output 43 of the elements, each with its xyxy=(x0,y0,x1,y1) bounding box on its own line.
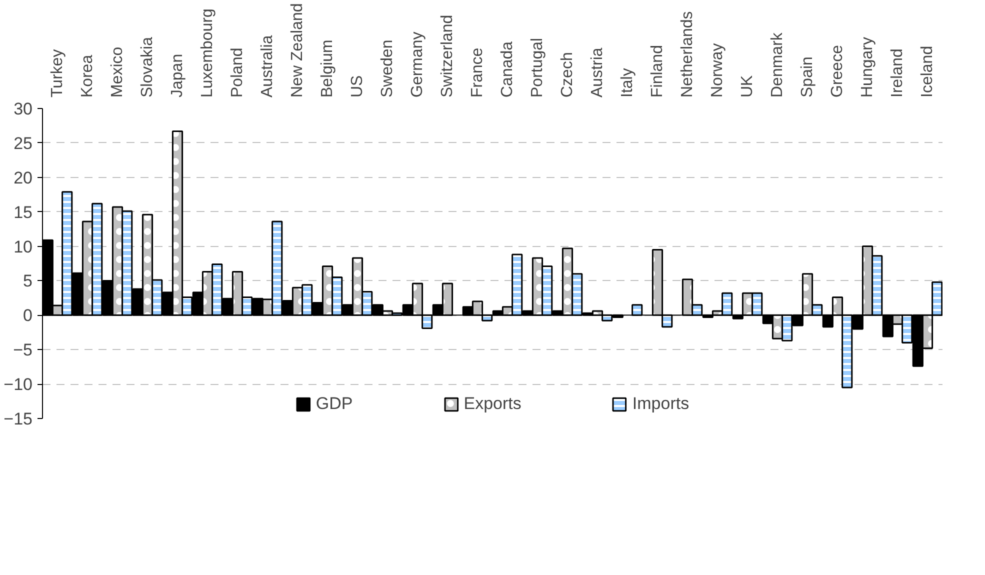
legend-label: GDP xyxy=(316,394,353,414)
x-tick-label: Austria xyxy=(589,48,606,98)
y-tick-label: 5 xyxy=(23,272,33,291)
x-tick-label: UK xyxy=(739,74,756,98)
x-tick-label: Hungary xyxy=(859,37,876,98)
x-tick-label: Netherlands xyxy=(679,11,696,98)
x-tick-label: Korea xyxy=(79,54,96,98)
x-tick-label: Spain xyxy=(799,56,816,98)
x-tick-label: Sweden xyxy=(379,40,396,98)
y-tick-label: −15 xyxy=(4,410,33,428)
x-tick-label: Denmark xyxy=(769,32,786,98)
x-tick-label: Turkey xyxy=(49,49,66,98)
x-tick-label: Poland xyxy=(229,48,246,98)
x-tick-label: Australia xyxy=(259,35,276,98)
y-tick-label: 25 xyxy=(14,134,33,153)
legend-label: Exports xyxy=(464,394,522,414)
x-tick-label: Finland xyxy=(649,45,666,98)
x-tick-label: France xyxy=(469,48,486,98)
y-tick-label: 15 xyxy=(14,202,33,222)
y-tick-label: −10 xyxy=(4,375,33,394)
x-tick-label: Czech xyxy=(559,52,576,98)
y-tick-label: 30 xyxy=(14,100,33,118)
x-tick-label: Belgium xyxy=(319,40,336,98)
x-tick-label: Switzerland xyxy=(439,14,456,98)
y-tick-label: 10 xyxy=(14,237,33,256)
x-tick-label: Slovakia xyxy=(139,36,156,98)
x-tick-label: Iceland xyxy=(919,46,936,98)
x-tick-label: US xyxy=(349,75,366,98)
y-tick-label: −5 xyxy=(13,340,33,360)
y-tick-label: 20 xyxy=(14,168,33,188)
x-tick-label: Germany xyxy=(409,32,426,98)
legend-label: Imports xyxy=(632,394,690,414)
x-tick-label: Norway xyxy=(709,43,726,98)
x-tick-label: Canada xyxy=(499,41,516,98)
x-tick-label: Luxembourg xyxy=(199,8,216,98)
x-tick-label: Italy xyxy=(619,68,636,98)
x-tick-label: Portugal xyxy=(529,38,546,98)
x-tick-label: Mexico xyxy=(109,46,126,98)
x-tick-label: Greece xyxy=(829,44,846,98)
x-tick-label: Japan xyxy=(169,54,186,98)
y-tick-label: 0 xyxy=(23,306,33,326)
x-tick-label: New Zealand xyxy=(289,3,306,98)
x-tick-label: Ireland xyxy=(889,48,906,98)
